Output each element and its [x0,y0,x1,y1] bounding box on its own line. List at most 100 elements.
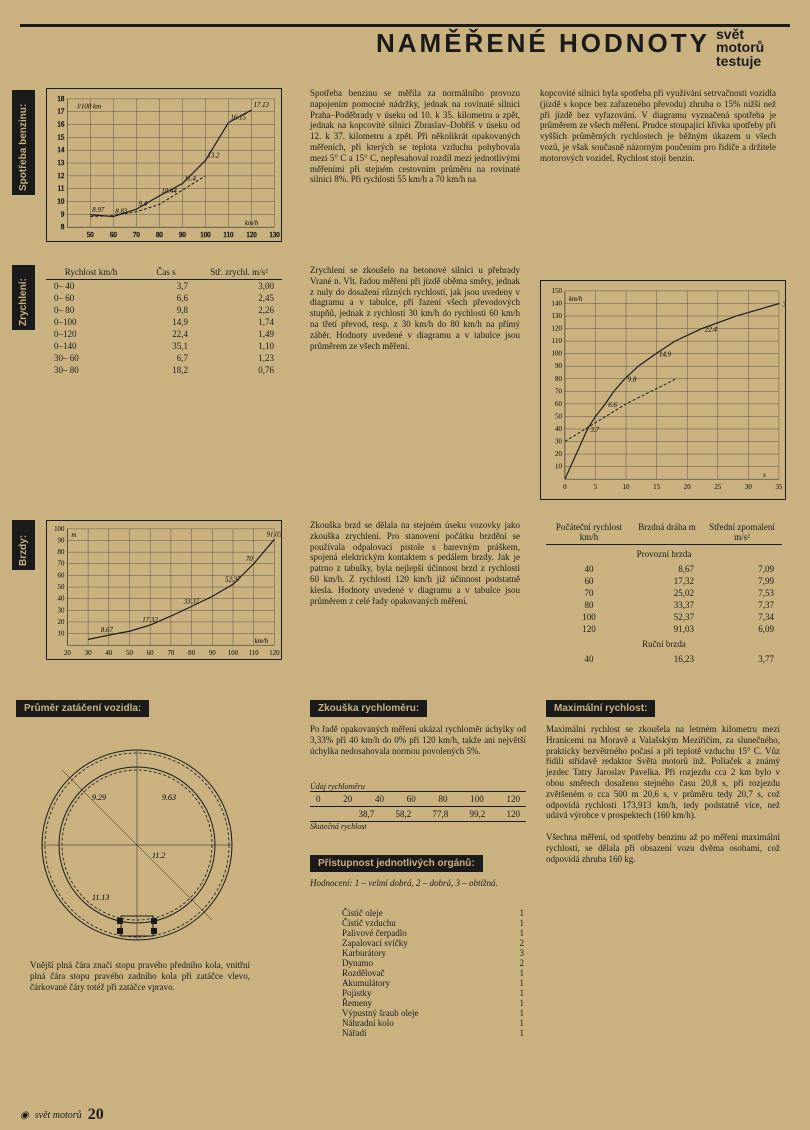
svg-text:8.83: 8.83 [115,209,128,216]
svg-text:120: 120 [269,650,280,657]
svg-text:35.1: 35.1 [782,301,786,308]
svg-text:5: 5 [594,484,598,491]
svg-text:22.4: 22.4 [705,327,718,334]
svg-text:30: 30 [745,484,752,491]
th: Střední zpomalení m/s² [702,520,782,545]
svg-text:100: 100 [54,526,65,533]
page-number: 20 [88,1106,104,1124]
svg-text:18: 18 [57,96,64,103]
svg-text:90: 90 [555,363,562,370]
svg-text:11: 11 [58,186,65,193]
svg-text:12: 12 [57,173,64,180]
eye-icon: ◉ [20,1110,29,1121]
svg-text:40: 40 [58,596,65,603]
svg-text:52.37: 52.37 [225,576,241,583]
svg-text:110: 110 [223,232,234,239]
svg-text:s: s [763,472,766,479]
svg-text:8: 8 [61,224,65,231]
fuel-text-2: kopcovité silnici byla spotřeba při využ… [540,88,776,164]
svg-text:10: 10 [57,198,64,205]
svg-text:33.37: 33.37 [183,598,200,605]
turning-diagram: 9.29 9.63 11.2 11.13 [32,740,242,950]
svg-text:90: 90 [179,232,186,239]
logo-line: testuje [716,55,796,68]
tab-brakes: Brzdy: [12,520,35,570]
access-list: Čistič oleje1Čistič vzduchu1Palivové čer… [340,908,526,1038]
svg-text:30: 30 [555,439,562,446]
svg-text:40: 40 [105,650,112,657]
th: Čas s [136,265,196,280]
footer-text: svět motorů [35,1110,82,1121]
access-row: Rozdělovač1 [340,968,526,978]
access-row: Čistič oleje1 [340,908,526,918]
fuel-text-1: Spotřeba benzinu se měřila za normálního… [310,88,520,185]
svg-text:8.67: 8.67 [101,627,114,634]
svg-text:40: 40 [555,426,562,433]
svg-text:70: 70 [167,650,174,657]
svg-text:50: 50 [555,413,562,420]
svg-text:50: 50 [87,232,94,239]
svg-text:150: 150 [552,288,563,295]
svg-text:90: 90 [58,537,65,544]
fuel-chart: 5060708090100110120130891011121314151617… [46,88,282,242]
svg-text:140: 140 [552,300,563,307]
top-rule [20,24,790,27]
tab-maxspeed: Maximální rychlost: [546,700,655,717]
svg-text:70: 70 [555,388,562,395]
svg-text:20: 20 [64,650,71,657]
svg-text:11.13: 11.13 [92,893,109,902]
svg-text:14: 14 [57,147,64,154]
access-row: Pojistky1 [340,988,526,998]
tab-speedtest: Zkouška rychloměru: [310,700,427,717]
access-row: Zapalovací svíčky2 [340,938,526,948]
svg-text:60: 60 [58,572,65,579]
accel-chart: 0510152025303510203040506070809010011012… [540,280,786,500]
svg-text:50: 50 [58,584,65,591]
svg-text:70: 70 [133,232,140,239]
svg-text:6.6: 6.6 [608,402,617,409]
accel-text: Zrychlení se zkoušelo na betonové silnic… [310,265,520,351]
svg-text:17: 17 [57,109,64,116]
svg-text:110: 110 [552,338,563,345]
th: Rychlost km/h [46,265,136,280]
svg-text:120: 120 [246,232,257,239]
svg-text:130: 130 [552,313,563,320]
tab-turning: Průměr zatáčení vozidla: [16,700,149,717]
svg-text:10: 10 [58,631,65,638]
svg-text:70: 70 [58,561,65,568]
svg-text:60: 60 [147,650,154,657]
speedtest-text: Po řadě opakovaných měření ukázal rychlo… [310,724,526,756]
svg-text:15: 15 [57,134,64,141]
svg-text:60: 60 [555,401,562,408]
turning-caption: Vnější plná čára značí stopu pravého pře… [30,960,250,992]
svg-text:30: 30 [58,607,65,614]
access-row: Řemeny1 [340,998,526,1008]
access-row: Nářadí1 [340,1028,526,1038]
svg-text:20: 20 [58,619,65,626]
svg-text:10.44: 10.44 [161,188,177,195]
svg-text:110: 110 [249,650,260,657]
svg-text:20: 20 [684,484,691,491]
svg-text:100: 100 [552,351,563,358]
access-row: Palivové čerpadlo1 [340,928,526,938]
svg-text:11.2: 11.2 [152,851,165,860]
svg-text:l/100 km: l/100 km [77,104,101,111]
svg-text:91.03: 91.03 [267,531,282,538]
svg-text:m: m [71,532,76,539]
svg-text:100: 100 [200,232,211,239]
svg-text:80: 80 [58,549,65,556]
svg-text:130: 130 [269,232,280,239]
th: Počáteční rychlost km/h [546,520,632,545]
brakes-text: Zkouška brzd se dělala na stejném úseku … [310,520,520,606]
svg-text:17.32: 17.32 [142,617,158,624]
th: Stř. zrychl. m/s² [196,265,282,280]
svg-text:9.8: 9.8 [628,377,637,384]
svg-text:35: 35 [775,484,782,491]
access-legend: Hodnocení: 1 – velmi dobrá, 2 – dobrá, 3… [310,878,526,889]
svg-text:0: 0 [563,484,567,491]
access-row: Výpustný šraub oleje1 [340,1008,526,1018]
brake-section: Ruční brzda [546,635,782,653]
svg-text:9: 9 [61,211,65,218]
tab-accel: Zrychlení: [12,265,35,330]
tab-fuel: Spotřeba benzinu: [12,90,35,195]
